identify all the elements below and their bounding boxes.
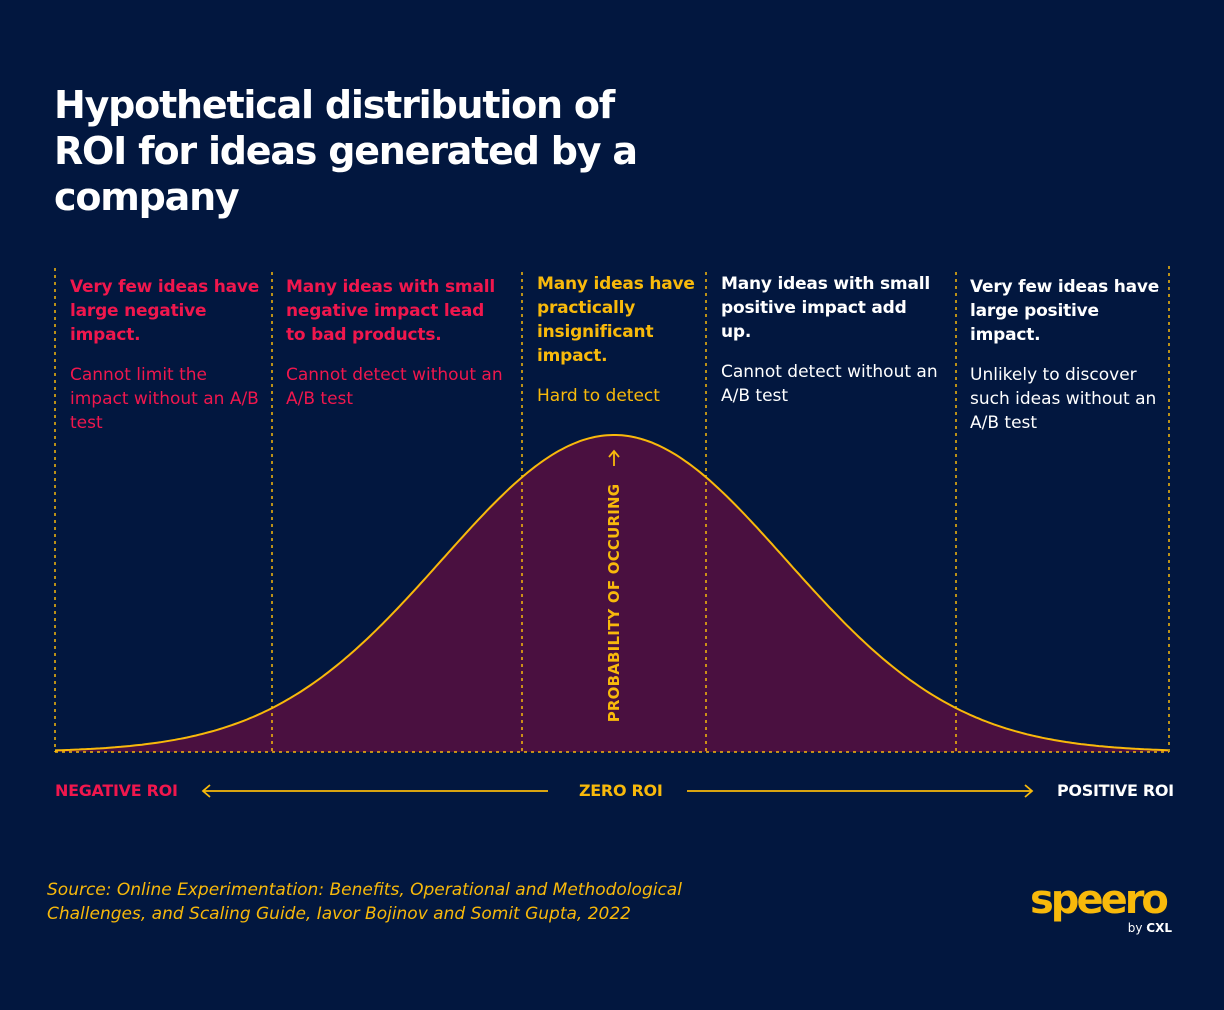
bell-curve-area: [55, 435, 1169, 752]
y-axis-arrow-icon: [608, 449, 620, 466]
speero-logo: speero by CXL: [1030, 878, 1180, 940]
zone-heading: Many ideas with small positive impact ad…: [721, 274, 930, 342]
logo-wordmark: speero: [1030, 877, 1169, 923]
zero-roi-label: ZERO ROI: [579, 781, 663, 800]
negative-arrow-icon: [201, 784, 548, 798]
zone-text: Cannot limit the impact without an A/B t…: [70, 365, 259, 433]
source-citation: Source: Online Experimentation: Benefits…: [47, 880, 682, 924]
zone-heading: Very few ideas have large positive impac…: [970, 277, 1160, 345]
zone-heading: Many ideas have practically insignifican…: [537, 274, 695, 366]
negative-roi-label: NEGATIVE ROI: [55, 781, 178, 800]
logo-byline: by CXL: [1128, 920, 1172, 936]
positive-arrow-icon: [687, 784, 1034, 798]
positive-roi-label: POSITIVE ROI: [1057, 781, 1174, 800]
zone-heading: Very few ideas have large negative impac…: [70, 277, 260, 345]
zone-large-positive: Very few ideas have large positive impac…: [970, 275, 1162, 435]
zone-insignificant: Many ideas have practically insignifican…: [537, 272, 705, 408]
zone-small-negative: Many ideas with small negative impact le…: [286, 275, 508, 411]
zone-text: Unlikely to discover such ideas without …: [970, 365, 1157, 433]
logo-by-text: by: [1127, 921, 1143, 935]
logo-brand: CXL: [1146, 921, 1172, 935]
zone-text: Cannot detect without an A/B test: [286, 365, 503, 409]
zone-large-negative: Very few ideas have large negative impac…: [70, 275, 260, 435]
zone-text: Cannot detect without an A/B test: [721, 362, 938, 406]
y-axis-label: PROBABILITY OF OCCURING: [605, 483, 623, 723]
zone-small-positive: Many ideas with small positive impact ad…: [721, 272, 939, 408]
page-title: Hypothetical distribution of ROI for ide…: [54, 83, 638, 219]
zone-text: Hard to detect: [537, 386, 660, 406]
bell-curve-line: [54, 434, 1169, 752]
zone-heading: Many ideas with small negative impact le…: [286, 277, 495, 345]
